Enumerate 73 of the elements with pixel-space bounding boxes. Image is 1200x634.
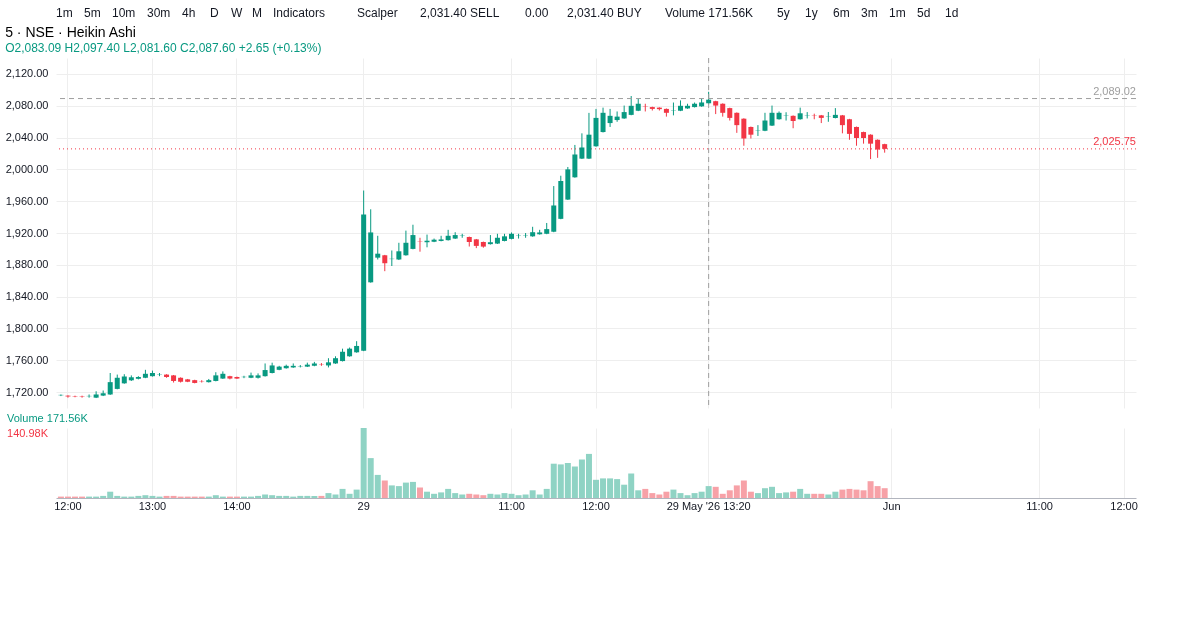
text: 140.98K <box>7 427 49 439</box>
text: 10m <box>112 6 136 20</box>
candlestick <box>572 144 578 179</box>
y-tick-label: 2,040.00 <box>5 131 49 144</box>
text: M <box>252 6 262 20</box>
ref-line-label: 2,025.75 <box>1093 134 1136 147</box>
chart-title: Volume 171.56K <box>7 412 89 424</box>
chart-title: 5 · NSE · Heikin Ashi <box>5 23 136 40</box>
y-tick-label: 2,120.00 <box>5 67 49 80</box>
x-tick-label: 11:00 <box>498 499 525 512</box>
y-tick-label: 2,080.00 <box>5 99 49 112</box>
text: W <box>231 6 243 20</box>
candlestick <box>375 235 381 260</box>
text: 6m <box>833 6 850 20</box>
text: 2,031.40 BUY <box>567 6 642 20</box>
text: 5y <box>777 6 790 20</box>
candlestick <box>600 107 606 133</box>
candlestick <box>607 108 613 128</box>
y-tick-label: 1,800.00 <box>5 321 49 334</box>
candlestick <box>410 224 416 250</box>
bar <box>381 480 388 498</box>
text: 3m <box>861 6 878 20</box>
x-tick-label: Jun <box>882 499 901 512</box>
bar <box>325 493 332 498</box>
y-tick-label: 2,000.00 <box>5 162 49 175</box>
candlestick <box>579 132 585 160</box>
text: 2,031.40 SELL <box>420 6 500 20</box>
candlestick <box>741 117 747 147</box>
candlestick <box>107 372 113 396</box>
candlestick <box>396 242 402 261</box>
text: Indicators <box>273 6 326 20</box>
candlestick <box>438 235 444 242</box>
candlestick <box>790 114 796 129</box>
candlestick <box>199 379 205 384</box>
y-tick-label: 1,840.00 <box>5 290 49 303</box>
chart-subtitle: O2,083.09 H2,097.40 L2,081.60 C2,087.60 +2.65 (+0.13%) <box>5 40 322 55</box>
y-tick-label: 1,920.00 <box>5 226 49 239</box>
ref-line-label: 2,089.02 <box>1093 84 1136 97</box>
y-tick-label: 1,760.00 <box>5 353 49 366</box>
x-tick-label: 13:00 <box>138 499 167 512</box>
candlestick <box>262 362 268 378</box>
text: 0.00 <box>525 6 549 20</box>
text: 5d <box>917 6 931 20</box>
x-tick-label: 12:00 <box>54 499 82 512</box>
bar <box>416 487 423 498</box>
x-tick-label: 29 <box>357 499 370 512</box>
x-tick-label: 11:00 <box>1026 499 1053 512</box>
candlestick <box>79 395 85 399</box>
candlestick <box>586 112 592 160</box>
text: 1y <box>805 6 818 20</box>
text: 5m <box>84 6 101 20</box>
bar <box>318 495 325 498</box>
y-tick-label: 1,880.00 <box>5 258 49 271</box>
text: 4h <box>182 6 196 20</box>
x-tick-label: 14:00 <box>223 499 251 512</box>
text: 1m <box>56 6 73 20</box>
text: 1d <box>945 6 959 20</box>
candlestick <box>825 111 831 123</box>
x-tick-label: 12:00 <box>1110 499 1138 512</box>
text: 1m <box>889 6 906 20</box>
text: 30m <box>147 6 171 20</box>
candlestick <box>255 372 261 380</box>
y-tick-label: 1,960.00 <box>5 194 49 207</box>
y-tick-label: 1,720.00 <box>5 385 49 398</box>
candlestick <box>875 138 881 159</box>
bar <box>790 491 797 498</box>
text: D <box>210 6 219 20</box>
text: Volume 171.56K <box>665 6 754 20</box>
candlestick <box>403 230 409 257</box>
x-tick-label: 12:00 <box>582 499 610 512</box>
x-tick-label: 29 May '26 13:20 <box>666 499 751 512</box>
candlestick <box>734 111 740 134</box>
text: Scalper <box>357 6 398 20</box>
